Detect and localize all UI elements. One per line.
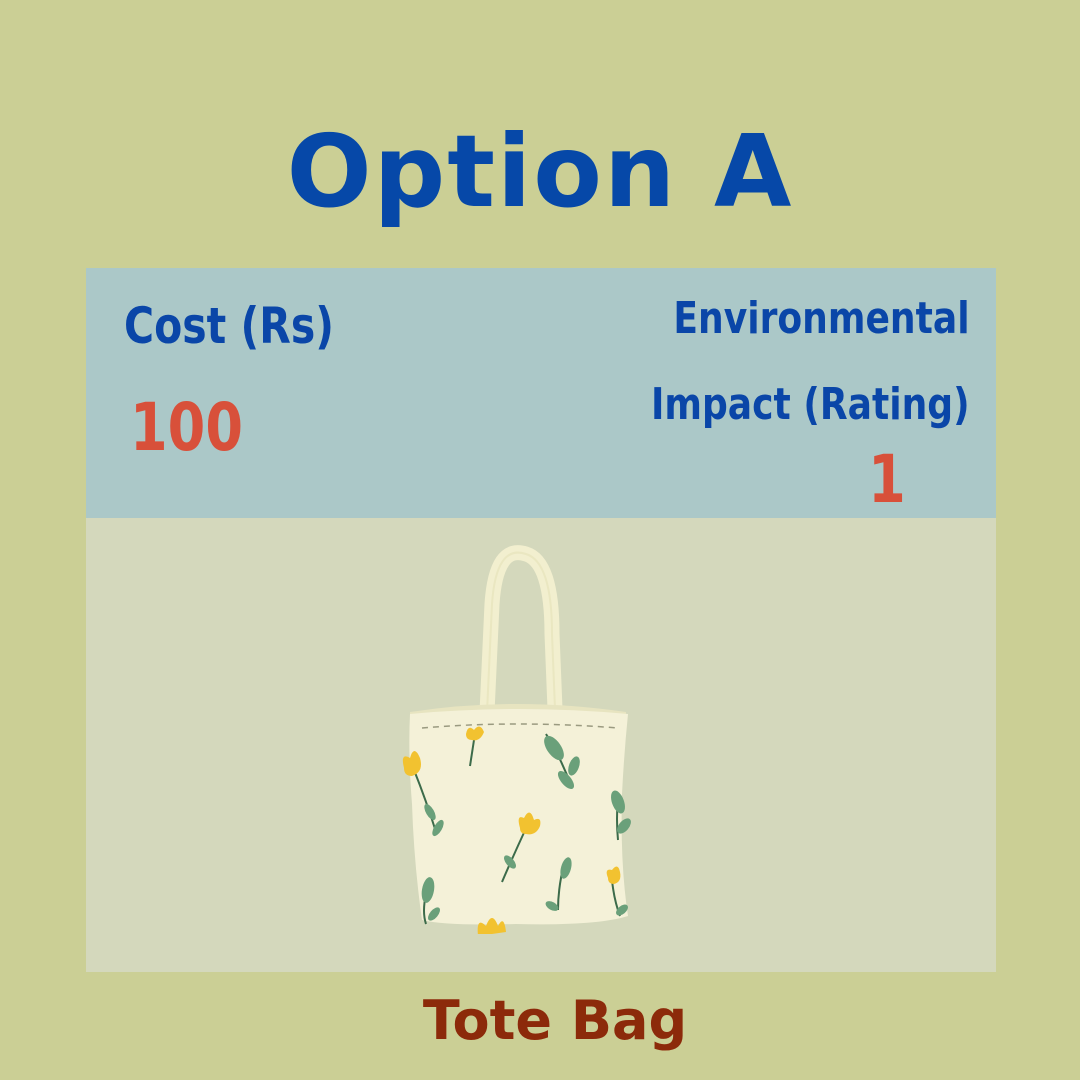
- environmental-impact-label: Environmental Impact (Rating): [651, 276, 970, 448]
- info-panel: Cost (Rs) 100 Environmental Impact (Rati…: [86, 268, 996, 518]
- env-label-line2: Impact (Rating): [651, 379, 970, 430]
- option-card: Cost (Rs) 100 Environmental Impact (Rati…: [86, 268, 996, 972]
- cost-label: Cost (Rs): [124, 297, 334, 355]
- environmental-impact-value: 1: [868, 441, 906, 518]
- page-title: Option A: [286, 113, 794, 230]
- env-label-line1: Environmental: [673, 293, 970, 344]
- product-name: Tote Bag: [422, 989, 688, 1052]
- tote-bag-icon: [402, 545, 631, 934]
- cost-value: 100: [130, 389, 243, 466]
